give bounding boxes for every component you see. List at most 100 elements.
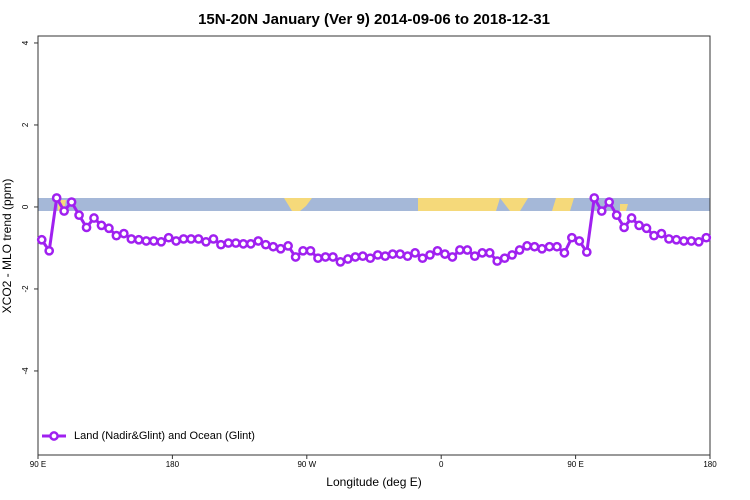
x-tick-label: 180 (703, 460, 717, 469)
point (253, 236, 264, 246)
point (462, 245, 473, 255)
point (596, 206, 607, 216)
point (537, 243, 547, 254)
point (410, 248, 420, 258)
point (156, 236, 167, 247)
point (679, 236, 689, 246)
point (66, 197, 77, 207)
ocean-band (38, 198, 710, 211)
point (507, 250, 517, 260)
point (380, 251, 391, 262)
point (357, 251, 368, 262)
y-tick-label: -4 (21, 367, 30, 375)
point (36, 234, 47, 245)
point (664, 234, 674, 244)
map-strip (38, 198, 710, 211)
land (500, 198, 528, 211)
point (656, 228, 667, 239)
point (171, 236, 181, 246)
point (245, 239, 256, 249)
point (74, 210, 84, 221)
point (193, 234, 204, 244)
point (477, 248, 488, 258)
point (425, 250, 435, 260)
point (111, 230, 122, 241)
point (671, 234, 682, 245)
point (417, 253, 428, 264)
point (604, 197, 615, 207)
point (186, 234, 196, 244)
point (611, 210, 622, 221)
point (343, 254, 353, 264)
point (402, 251, 413, 262)
point (260, 239, 271, 250)
point (365, 253, 376, 264)
point (529, 241, 540, 252)
point (634, 220, 644, 231)
point (335, 257, 346, 267)
point (589, 193, 600, 203)
point (298, 245, 308, 256)
point (313, 253, 323, 264)
chart-title: 15N-20N January (Ver 9) 2014-09-06 to 20… (198, 11, 550, 28)
point (223, 238, 234, 248)
point (320, 252, 331, 262)
point (201, 236, 211, 247)
x-tick-label: 0 (439, 460, 444, 469)
point (686, 236, 697, 246)
point (514, 245, 525, 255)
point (59, 206, 69, 216)
point (133, 234, 144, 245)
point (649, 230, 659, 241)
point (163, 232, 174, 243)
point (552, 241, 562, 252)
plot-frame (37, 35, 711, 456)
x-tick-label: 180 (166, 460, 180, 469)
point (567, 232, 577, 243)
point (81, 222, 92, 233)
point (126, 234, 137, 244)
point (290, 252, 301, 262)
point (275, 243, 286, 254)
point (148, 236, 159, 246)
point (432, 245, 443, 256)
point (469, 251, 480, 262)
x-tick-label: 90 E (30, 460, 46, 469)
land (620, 204, 628, 211)
land (552, 198, 574, 211)
point (238, 239, 249, 249)
point (544, 241, 555, 252)
point (44, 245, 55, 256)
point (283, 241, 293, 251)
land (418, 198, 500, 211)
point (559, 248, 570, 258)
x-axis-label: Longitude (deg E) (326, 475, 421, 489)
y-tick-label: 4 (21, 40, 30, 45)
point (104, 223, 114, 234)
legend-marker (49, 431, 59, 441)
point (231, 238, 241, 248)
y-tick-label: 2 (21, 122, 30, 127)
point (499, 253, 510, 264)
point (574, 236, 585, 246)
point (119, 228, 129, 239)
point (89, 213, 99, 223)
point (522, 241, 532, 251)
point (216, 239, 226, 250)
point (395, 249, 405, 259)
point (581, 247, 592, 257)
point (387, 249, 398, 259)
legend-label: Land (Nadir&Glint) and Ocean (Glint) (74, 430, 255, 442)
point (619, 222, 629, 233)
x-tick-label: 90 E (567, 460, 583, 469)
point (178, 234, 189, 244)
point (440, 249, 450, 259)
point (484, 248, 495, 258)
point (641, 223, 652, 234)
point (693, 236, 704, 247)
point (328, 252, 338, 262)
point (51, 193, 62, 203)
point (305, 245, 316, 256)
